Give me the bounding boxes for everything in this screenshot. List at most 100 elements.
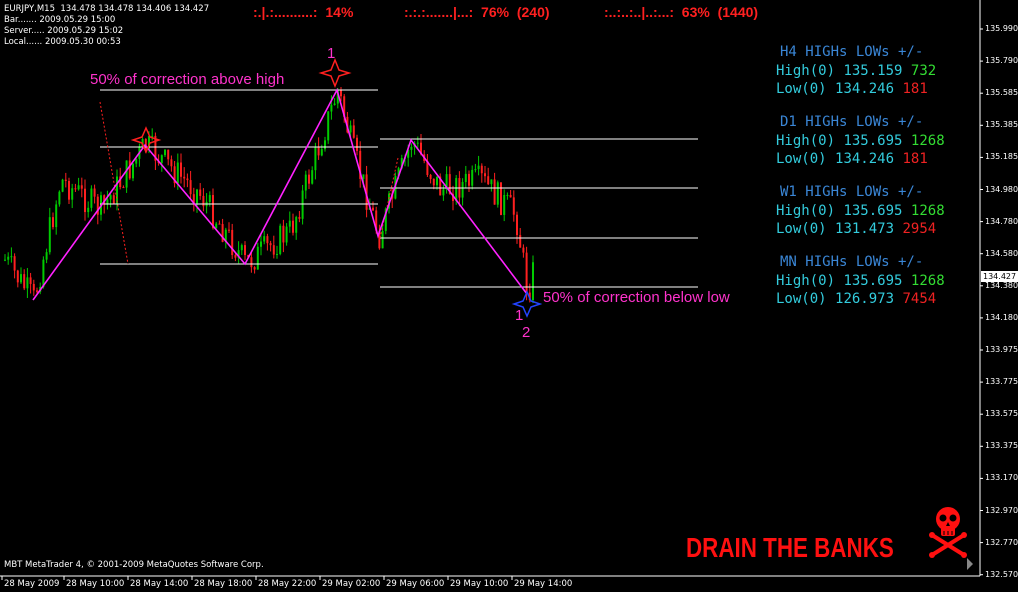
price-tick-label: 134.380 — [985, 280, 1018, 290]
candle-body — [16, 270, 19, 283]
candle-body — [384, 208, 387, 231]
candle-body — [106, 199, 109, 204]
time-tick-label: 28 May 2009 — [4, 579, 60, 589]
candle-body — [119, 176, 122, 188]
low-value: 126.973 — [835, 291, 895, 307]
candle-body — [112, 195, 115, 204]
panel-header: W1 HIGHs LOWs +/- — [780, 184, 924, 200]
guide-line — [379, 157, 399, 239]
candle-body — [349, 125, 352, 133]
candle-body — [304, 174, 307, 191]
candle-body — [218, 223, 221, 225]
price-tick-label: 134.780 — [985, 216, 1018, 226]
candle-body — [42, 259, 45, 288]
high-value: 135.695 — [843, 273, 903, 289]
candle-body — [32, 283, 35, 291]
chart-shift-icon[interactable] — [967, 558, 973, 570]
price-tick-label: 135.385 — [985, 120, 1018, 130]
candle-body — [327, 111, 330, 141]
candle-body — [26, 277, 29, 289]
high-diff: 732 — [910, 63, 937, 79]
candle-body — [362, 174, 365, 179]
low-value: 134.246 — [835, 81, 895, 97]
time-tick-label: 28 May 18:00 — [194, 579, 253, 589]
candle-body — [477, 165, 480, 170]
candle-body — [416, 142, 419, 144]
stat-d1: :..:..:..|..:...: 63% (1440) — [604, 4, 758, 20]
candle-body — [237, 250, 240, 258]
panel-header: MN HIGHs LOWs +/- — [780, 254, 924, 270]
candle-body — [221, 224, 224, 242]
stat-dots: :..:..:..|..:...: — [604, 4, 675, 20]
candle-body — [471, 169, 474, 186]
candle-body — [151, 135, 154, 137]
candle-body — [509, 194, 512, 198]
candle-body — [45, 252, 48, 260]
price-tick-label: 134.580 — [985, 248, 1018, 258]
candle-body — [308, 174, 310, 184]
candle-body — [372, 207, 374, 211]
candle-body — [276, 253, 278, 255]
candle-body — [266, 236, 269, 244]
candle-body — [128, 160, 131, 179]
candle-body — [80, 185, 83, 189]
candle-body — [426, 160, 429, 175]
bar-time-line: Bar....... 2009.05.29 15:00 — [4, 15, 116, 25]
low-diff: 181 — [902, 151, 928, 167]
stat-h4: :.:.:.......|...: 76% (240) — [404, 4, 550, 20]
high-label: High(0) — [776, 63, 836, 79]
candle-body — [506, 194, 509, 196]
candle-body — [148, 135, 150, 150]
candle-body — [340, 89, 342, 97]
candle-body — [295, 217, 298, 233]
candle-body — [247, 254, 250, 258]
candle-body — [224, 229, 227, 242]
candle-body — [189, 180, 192, 195]
candle-body — [196, 189, 198, 204]
brand-text: DRAIN THE BANKS — [686, 532, 894, 563]
candle-body — [298, 217, 301, 219]
candle-body — [74, 188, 77, 190]
candle-body — [71, 188, 74, 200]
candle-body — [250, 257, 253, 268]
candle-body — [455, 178, 458, 201]
candle-body — [87, 207, 90, 213]
low-value: 134.246 — [835, 151, 895, 167]
candle-body — [103, 195, 106, 204]
stat-m15: :.|.:..........: 14% — [253, 4, 353, 20]
price-tick-label: 133.375 — [985, 441, 1018, 451]
candle-body — [240, 245, 243, 251]
low-diff: 181 — [902, 81, 928, 97]
candle-body — [496, 182, 499, 205]
panel-header: D1 HIGHs LOWs +/- — [780, 114, 924, 130]
local-time-line: Local...... 2009.05.30 00:53 — [4, 37, 121, 47]
candle-body — [199, 189, 202, 196]
candle-body — [512, 197, 515, 215]
candle-body — [132, 163, 134, 179]
candle-body — [445, 174, 448, 190]
candle-body — [64, 179, 67, 181]
low-label: Low(0) — [776, 81, 827, 97]
price-tick-label: 135.185 — [985, 152, 1018, 162]
candle-body — [500, 182, 502, 215]
dotted-guides — [99, 101, 399, 265]
candle-body — [279, 225, 282, 254]
candlestick-series — [4, 87, 534, 304]
candle-body — [253, 267, 256, 270]
stat-value: 14% — [325, 4, 354, 20]
candle-body — [452, 193, 454, 201]
candle-body — [135, 158, 138, 164]
zigzag-line — [32, 87, 528, 301]
candle-body — [375, 210, 378, 231]
candle-body — [314, 146, 317, 171]
candle-body — [231, 229, 234, 256]
wave-label-bottom-1: 1 — [515, 307, 524, 324]
candle-body — [164, 149, 166, 156]
candle-body — [292, 220, 294, 233]
candle-body — [52, 217, 54, 228]
panel-header: H4 HIGHs LOWs +/- — [780, 44, 924, 60]
candle-body — [4, 259, 6, 261]
high-value: 135.695 — [843, 133, 903, 149]
candle-body — [522, 247, 525, 253]
